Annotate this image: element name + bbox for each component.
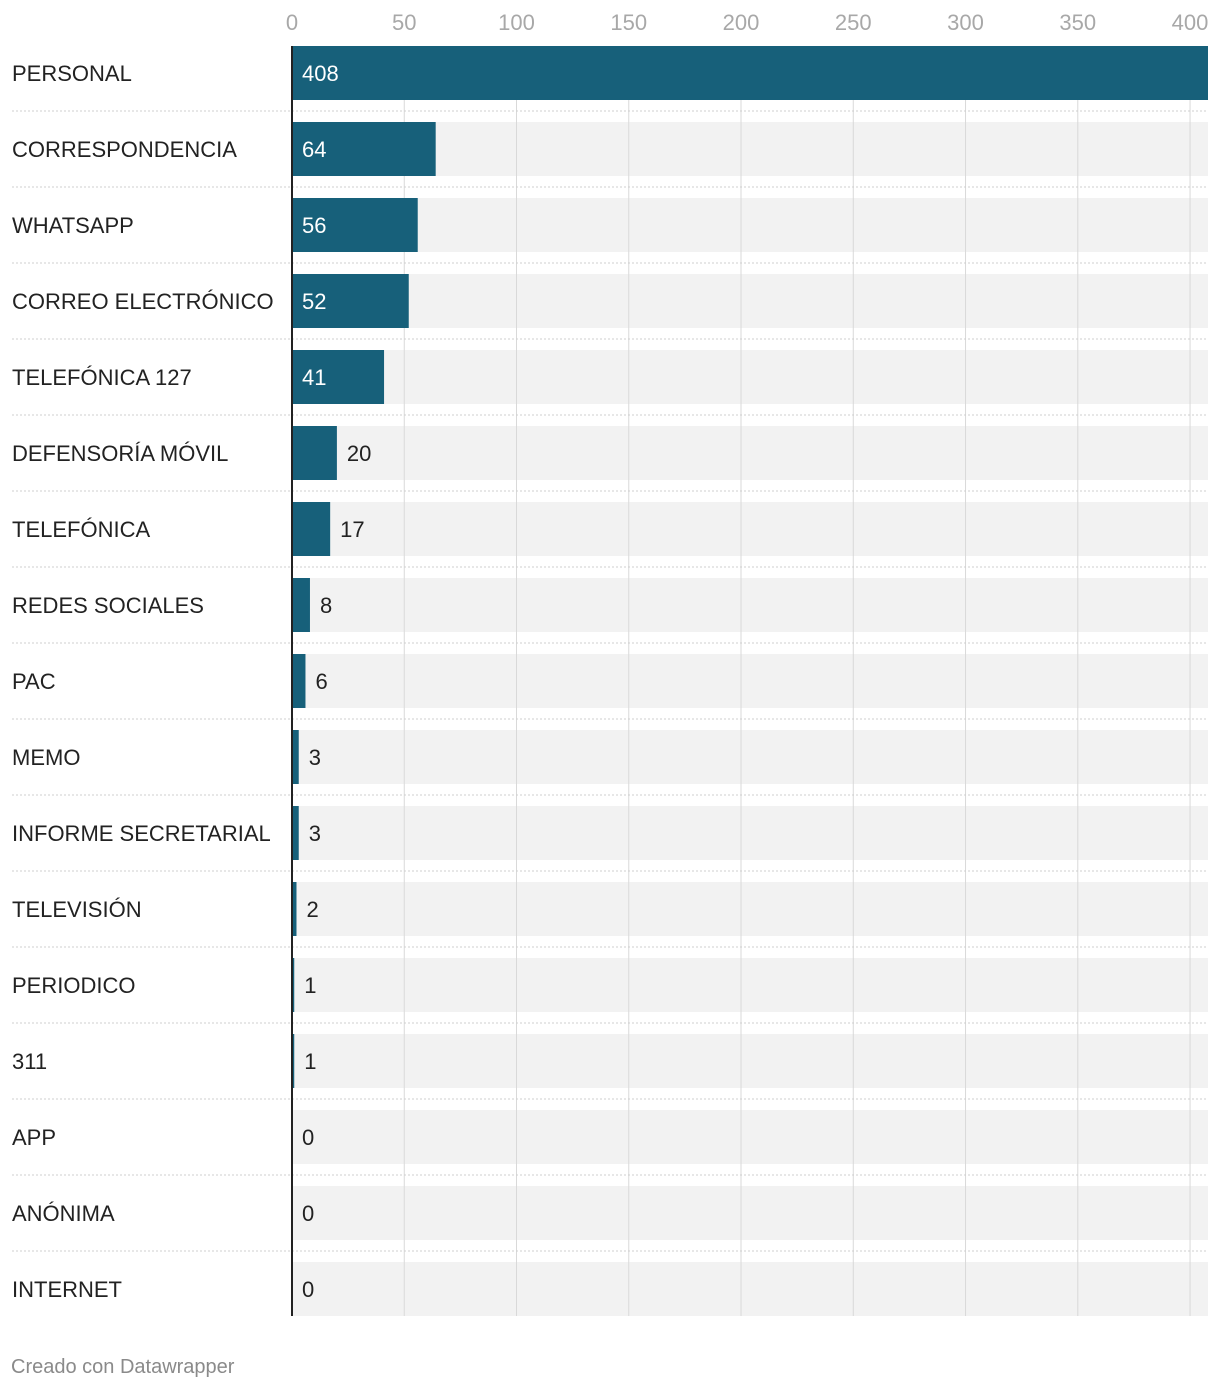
value-label: 408 — [302, 61, 339, 86]
category-label: TELEVISIÓN — [12, 897, 142, 922]
bar — [292, 882, 297, 936]
bar-track — [292, 426, 1208, 480]
bar-track — [292, 1262, 1208, 1316]
bar — [292, 958, 295, 1012]
footer-credit: Creado con Datawrapper — [11, 1356, 235, 1378]
bar-track — [292, 122, 1208, 176]
x-tick-label: 350 — [1059, 10, 1096, 35]
value-label: 56 — [302, 213, 326, 238]
bar — [292, 122, 436, 176]
bar-track — [292, 1034, 1208, 1088]
bar — [292, 1034, 295, 1088]
bar — [292, 806, 299, 860]
bar-track — [292, 958, 1208, 1012]
category-label: INTERNET — [12, 1277, 122, 1302]
x-tick-label: 400 — [1172, 10, 1209, 35]
category-label: INFORME SECRETARIAL — [12, 821, 271, 846]
category-label: MEMO — [12, 745, 80, 770]
bar — [292, 426, 337, 480]
category-label: WHATSAPP — [12, 213, 134, 238]
bar — [292, 502, 331, 556]
category-label: REDES SOCIALES — [12, 593, 204, 618]
bar — [292, 654, 306, 708]
category-label: CORREO ELECTRÓNICO — [12, 289, 274, 314]
x-tick-label: 150 — [610, 10, 647, 35]
category-label: PAC — [12, 669, 56, 694]
x-tick-label: 100 — [498, 10, 535, 35]
category-label: 311 — [12, 1049, 47, 1074]
value-label: 52 — [302, 289, 326, 314]
bar-track — [292, 502, 1208, 556]
value-label: 3 — [309, 821, 321, 846]
bar-track — [292, 882, 1208, 936]
bar — [292, 578, 310, 632]
value-label: 64 — [302, 137, 326, 162]
bar — [292, 274, 409, 328]
bar-track — [292, 1186, 1208, 1240]
value-label: 0 — [302, 1201, 314, 1226]
bar-track — [292, 350, 1208, 404]
x-tick-label: 250 — [835, 10, 872, 35]
bar-track — [292, 730, 1208, 784]
category-label: APP — [12, 1125, 56, 1150]
value-label: 3 — [309, 745, 321, 770]
value-label: 1 — [304, 1049, 316, 1074]
value-label: 1 — [304, 973, 316, 998]
bar-track — [292, 578, 1208, 632]
x-tick-label: 200 — [723, 10, 760, 35]
value-label: 2 — [306, 897, 318, 922]
category-label: TELEFÓNICA — [12, 517, 150, 542]
category-label: CORRESPONDENCIA — [12, 137, 237, 162]
value-label: 0 — [302, 1125, 314, 1150]
x-tick-label: 300 — [947, 10, 984, 35]
value-label: 41 — [302, 365, 326, 390]
bar-track — [292, 806, 1208, 860]
value-label: 20 — [347, 441, 371, 466]
category-label: PERSONAL — [12, 61, 132, 86]
bar — [292, 198, 418, 252]
bar — [292, 350, 385, 404]
category-label: PERIODICO — [12, 973, 135, 998]
bar-track — [292, 1110, 1208, 1164]
category-label: ANÓNIMA — [12, 1201, 115, 1226]
bar-track — [292, 274, 1208, 328]
value-label: 0 — [302, 1277, 314, 1302]
value-label: 17 — [340, 517, 364, 542]
value-label: 6 — [315, 669, 327, 694]
bar-track — [292, 654, 1208, 708]
value-label: 8 — [320, 593, 332, 618]
bar — [292, 730, 299, 784]
category-label: DEFENSORÍA MÓVIL — [12, 441, 228, 466]
x-tick-label: 50 — [392, 10, 416, 35]
bar-track — [292, 198, 1208, 252]
category-label: TELEFÓNICA 127 — [12, 365, 192, 390]
x-tick-label: 0 — [286, 10, 298, 35]
bar — [292, 46, 1208, 100]
